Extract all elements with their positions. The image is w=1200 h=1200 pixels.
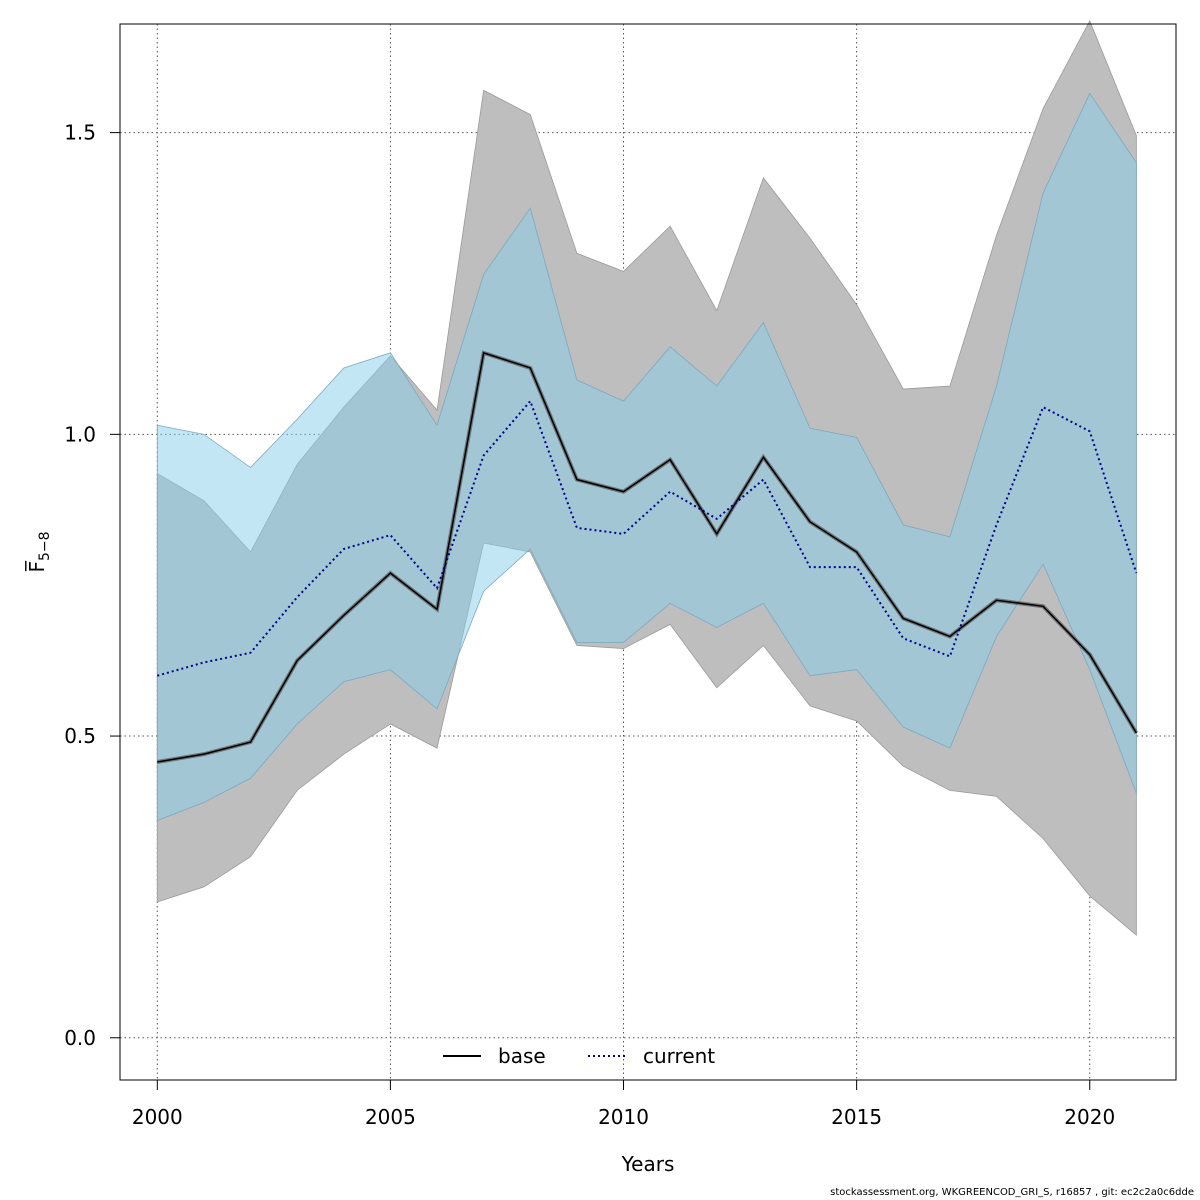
y-axis-title-group: F̅5−8	[24, 531, 53, 572]
x-tick-label: 2000	[132, 1105, 183, 1129]
y-tick-label: 0.5	[64, 724, 96, 748]
x-tick-label: 2015	[831, 1105, 882, 1129]
y-tick-label: 1.5	[64, 121, 96, 145]
series-line-current	[157, 399, 1138, 677]
y-axis-title: F̅5−8	[24, 531, 53, 572]
x-tick-label: 2005	[365, 1105, 416, 1129]
legend-label-current: current	[643, 1044, 715, 1068]
x-axis: 2000 2005 2010 2015 2020	[132, 1079, 1115, 1129]
y-tick-label: 0.0	[64, 1026, 96, 1050]
y-tick-label: 1.0	[64, 422, 96, 446]
confidence-band-current	[156, 92, 1137, 822]
y-axis-title-subscript: 5−8	[37, 531, 53, 561]
legend: base current	[443, 1044, 715, 1068]
x-axis-title: Years	[621, 1152, 675, 1176]
x-tick-label: 2010	[598, 1105, 649, 1129]
y-axis: 0.0 0.5 1.0 1.5	[64, 121, 121, 1050]
footer-credit: stockassessment.org, WKGREENCOD_GRI_S, r…	[830, 1187, 1194, 1198]
y-axis-title-main: F̅	[24, 560, 49, 573]
x-tick-label: 2020	[1064, 1105, 1115, 1129]
series-lines	[156, 350, 1139, 764]
legend-label-base: base	[498, 1044, 546, 1068]
series-line-base	[157, 351, 1138, 763]
